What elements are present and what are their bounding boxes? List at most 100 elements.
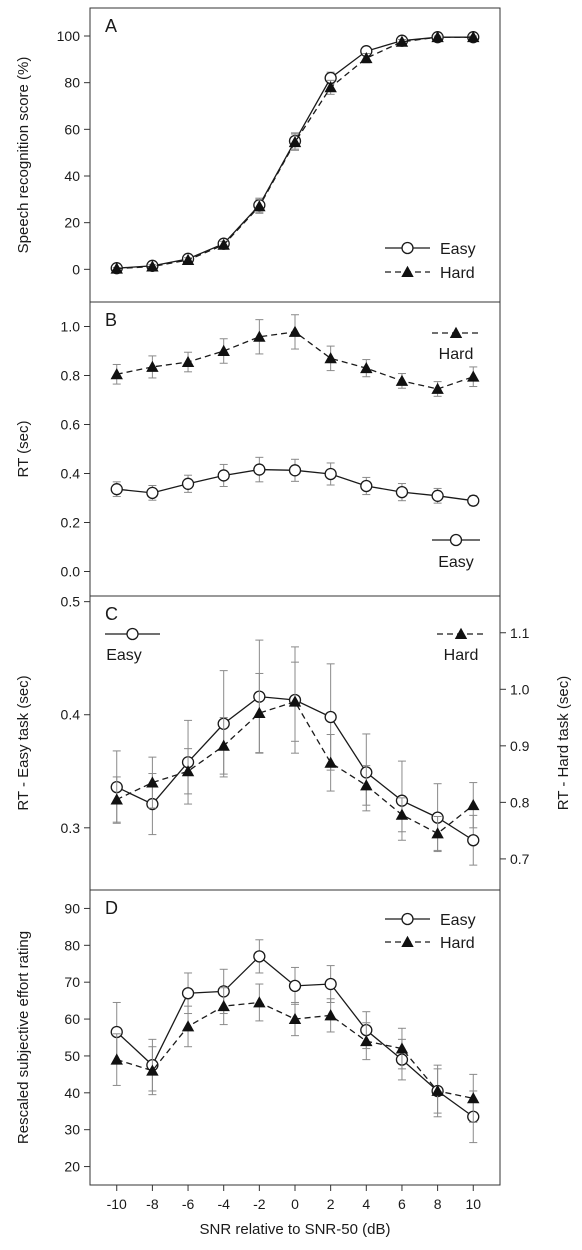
y-right-tick-label: 1.1 (510, 625, 530, 641)
data-point (360, 479, 373, 493)
data-point (146, 360, 159, 372)
legend-easy-label: Easy (438, 554, 474, 571)
panel-letter: A (105, 16, 117, 36)
y-axis-label: Speech recognition score (%) (15, 57, 32, 254)
data-point (253, 950, 266, 963)
series-hard (110, 30, 480, 274)
x-tick-label: -10 (107, 1196, 127, 1212)
panel-letter: C (105, 604, 118, 624)
y-tick-label: 0.3 (61, 820, 81, 836)
data-point (467, 494, 480, 507)
legend-easy-label: Easy (440, 912, 476, 929)
legend-easy-label: Easy (106, 647, 142, 664)
data-point (146, 486, 159, 500)
data-point (360, 779, 373, 791)
data-point (110, 1053, 123, 1065)
data-point (431, 30, 444, 43)
legend-easy-marker (449, 533, 463, 547)
data-point (395, 485, 409, 499)
x-axis-label: SNR relative to SNR-50 (dB) (200, 1221, 391, 1238)
x-tick-label: 10 (465, 1196, 481, 1212)
data-point (181, 765, 195, 777)
data-point (146, 776, 159, 788)
legend-hard-label: Hard (439, 346, 474, 363)
data-point (146, 1064, 159, 1076)
legend-easy-marker (126, 627, 139, 641)
y-tick-label: 0.0 (61, 564, 81, 580)
data-point (217, 739, 230, 751)
data-point (431, 489, 444, 502)
legend-easy-label: Easy (440, 241, 476, 258)
y-axis-label: RT (sec) (15, 421, 32, 478)
data-point (253, 463, 266, 476)
y-tick-label: 1.0 (61, 319, 81, 335)
data-point (467, 798, 480, 811)
data-point (431, 382, 444, 394)
y-tick-label: 0.6 (61, 417, 81, 433)
legend-hard-marker (454, 627, 468, 639)
y-tick-label: 20 (64, 1159, 80, 1175)
x-tick-label: 8 (434, 1196, 442, 1212)
data-point (181, 987, 195, 1000)
y-tick-label: 90 (64, 900, 80, 916)
data-point (253, 200, 266, 212)
legend-hard-label: Hard (444, 647, 479, 664)
series-easy (110, 456, 480, 507)
y-axis-label: Rescaled subjective effort rating (15, 931, 32, 1144)
data-point (395, 808, 409, 820)
data-point (217, 344, 230, 356)
y-right-tick-label: 0.8 (510, 794, 530, 810)
y-right-axis-label: RT - Hard task (sec) (555, 676, 572, 810)
data-point (288, 1012, 302, 1025)
legend-hard-marker (401, 935, 414, 947)
y-tick-label: 60 (64, 121, 80, 137)
data-point (467, 1092, 480, 1104)
series-easy (110, 939, 480, 1144)
data-point (324, 710, 337, 724)
data-point (288, 695, 302, 707)
y-tick-label: 0 (72, 261, 80, 277)
data-point (181, 477, 195, 490)
data-point (181, 1020, 195, 1032)
y-tick-label: 20 (64, 215, 80, 231)
y-tick-label: 80 (64, 75, 80, 91)
data-point (288, 135, 302, 148)
y-axis-label: RT - Easy task (sec) (15, 675, 32, 810)
data-point (360, 51, 373, 64)
x-tick-label: 0 (291, 1196, 299, 1212)
data-point (324, 977, 337, 991)
x-tick-label: -2 (253, 1196, 266, 1212)
legend-easy-marker (401, 912, 414, 926)
x-tick-label: 6 (398, 1196, 406, 1212)
data-point (110, 368, 123, 380)
legend-hard-marker (401, 265, 414, 277)
y-tick-label: 100 (57, 28, 81, 44)
y-tick-label: 30 (64, 1122, 80, 1138)
data-point (395, 35, 409, 47)
series-line (116, 36, 474, 270)
data-point (467, 30, 480, 43)
panel-c: C 0.3 0.4 0.5 RT - Easy task (sec) 0.7 0.8 0.9 1… (15, 594, 572, 867)
panel-a: A 0 20 40 60 80 100 Speech recognition score (%… (15, 16, 480, 282)
y-tick-label: 70 (64, 974, 80, 990)
data-point (360, 361, 373, 374)
data-point (110, 793, 123, 805)
data-point (217, 999, 230, 1012)
y-tick-label: 0.2 (61, 515, 81, 531)
y-tick-label: 50 (64, 1048, 80, 1064)
x-tick-label: 4 (362, 1196, 370, 1212)
data-point (181, 355, 195, 367)
data-point (324, 756, 337, 768)
y-right-tick-label: 1.0 (510, 681, 530, 697)
x-tick-label: -4 (217, 1196, 230, 1212)
panel-frame-a (89, 7, 501, 303)
y-tick-label: 40 (64, 168, 80, 184)
data-point (217, 469, 230, 482)
series-hard (110, 661, 480, 851)
x-tick-label: 2 (327, 1196, 335, 1212)
data-point (324, 352, 337, 364)
y-tick-label: 0.5 (61, 594, 81, 610)
data-point (324, 1009, 337, 1021)
data-point (324, 467, 337, 481)
x-tick-label: -6 (182, 1196, 195, 1212)
